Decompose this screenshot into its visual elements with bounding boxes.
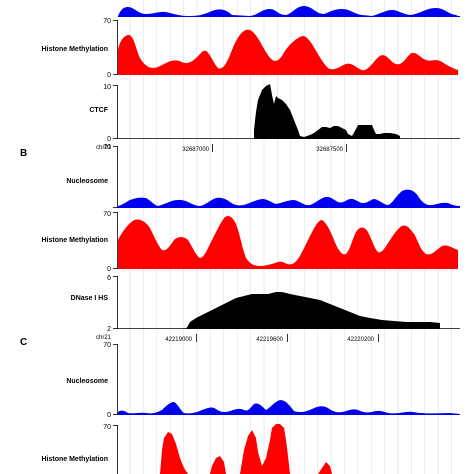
panel-c-nucleosome-label: Nucleosome [66, 378, 108, 385]
panel-a-ctcf-ymin: 0 [107, 136, 111, 143]
panel-a-ctcf-label: CTCF [89, 107, 108, 114]
panel-a-histone-ymax: 70 [103, 18, 111, 25]
panel-c-histone-signal [160, 424, 332, 474]
panel-b-histone-ymin: 0 [107, 266, 111, 273]
panel-c-chrom: chr21 [96, 335, 112, 341]
panel-b-histone-axis [113, 212, 118, 269]
panel-a-ctcf-ymax: 10 [103, 84, 111, 91]
panel-a-histone-ymin: 0 [107, 72, 111, 79]
panel-b-dnase-signal [186, 292, 440, 329]
panel-c-coord-3: 42220200 [347, 337, 374, 343]
panel-c-coord-2: 42219600 [256, 337, 283, 343]
panel-c: C chr21 42219000 42219600 42220200 70 0 … [20, 334, 460, 474]
panel-a-histone-axis [113, 20, 118, 75]
panel-b-chrom: chr21 [96, 145, 112, 151]
panel-c-nucleosome-signal [118, 400, 460, 415]
panel-a-nucleosome-signal [118, 6, 458, 16]
panel-c-nucleosome-axis [113, 344, 118, 415]
panel-b-histone-label: Histone Methylation [41, 237, 108, 244]
panel-a-histone-label: Histone Methylation [41, 46, 108, 53]
panel-c-letter: C [20, 337, 27, 348]
panel-b: B chr21 32687000 32687500 70 Nucleosome … [20, 144, 460, 333]
panel-b-dnase-ymax: 6 [107, 275, 111, 282]
panel-b-nucleosome-ymax: 70 [103, 144, 111, 151]
panel-c-histone-label: Histone Methylation [41, 456, 108, 463]
panel-b-nucleosome-signal [118, 189, 460, 208]
panel-b-nucleosome-label: Nucleosome [66, 178, 108, 185]
panel-c-histone-axis [113, 425, 118, 474]
panel-c-nucleosome-ymax: 70 [103, 342, 111, 349]
panel-b-histone-signal [118, 216, 458, 269]
panel-b-dnase-ymin: 2 [107, 326, 111, 333]
panel-b-letter: B [20, 148, 27, 159]
panel-a-histone-signal [118, 29, 458, 75]
panel-b-coord-1: 32687000 [182, 147, 209, 153]
panel-c-histone-ymax: 70 [103, 424, 111, 431]
panel-a-ctcf-signal [254, 84, 400, 139]
panel-b-nucleosome-axis [113, 146, 118, 208]
panel-b-histone-ymax: 70 [103, 211, 111, 218]
panel-a: 70 0 Histone Methylation 10 0 CTCF [41, 6, 460, 143]
panel-c-nucleosome-ymin: 0 [107, 412, 111, 419]
panel-b-coord-2: 32687500 [316, 147, 343, 153]
panel-c-coord-1: 42219000 [165, 337, 192, 343]
panel-b-dnase-label: DNase I HS [71, 295, 109, 302]
